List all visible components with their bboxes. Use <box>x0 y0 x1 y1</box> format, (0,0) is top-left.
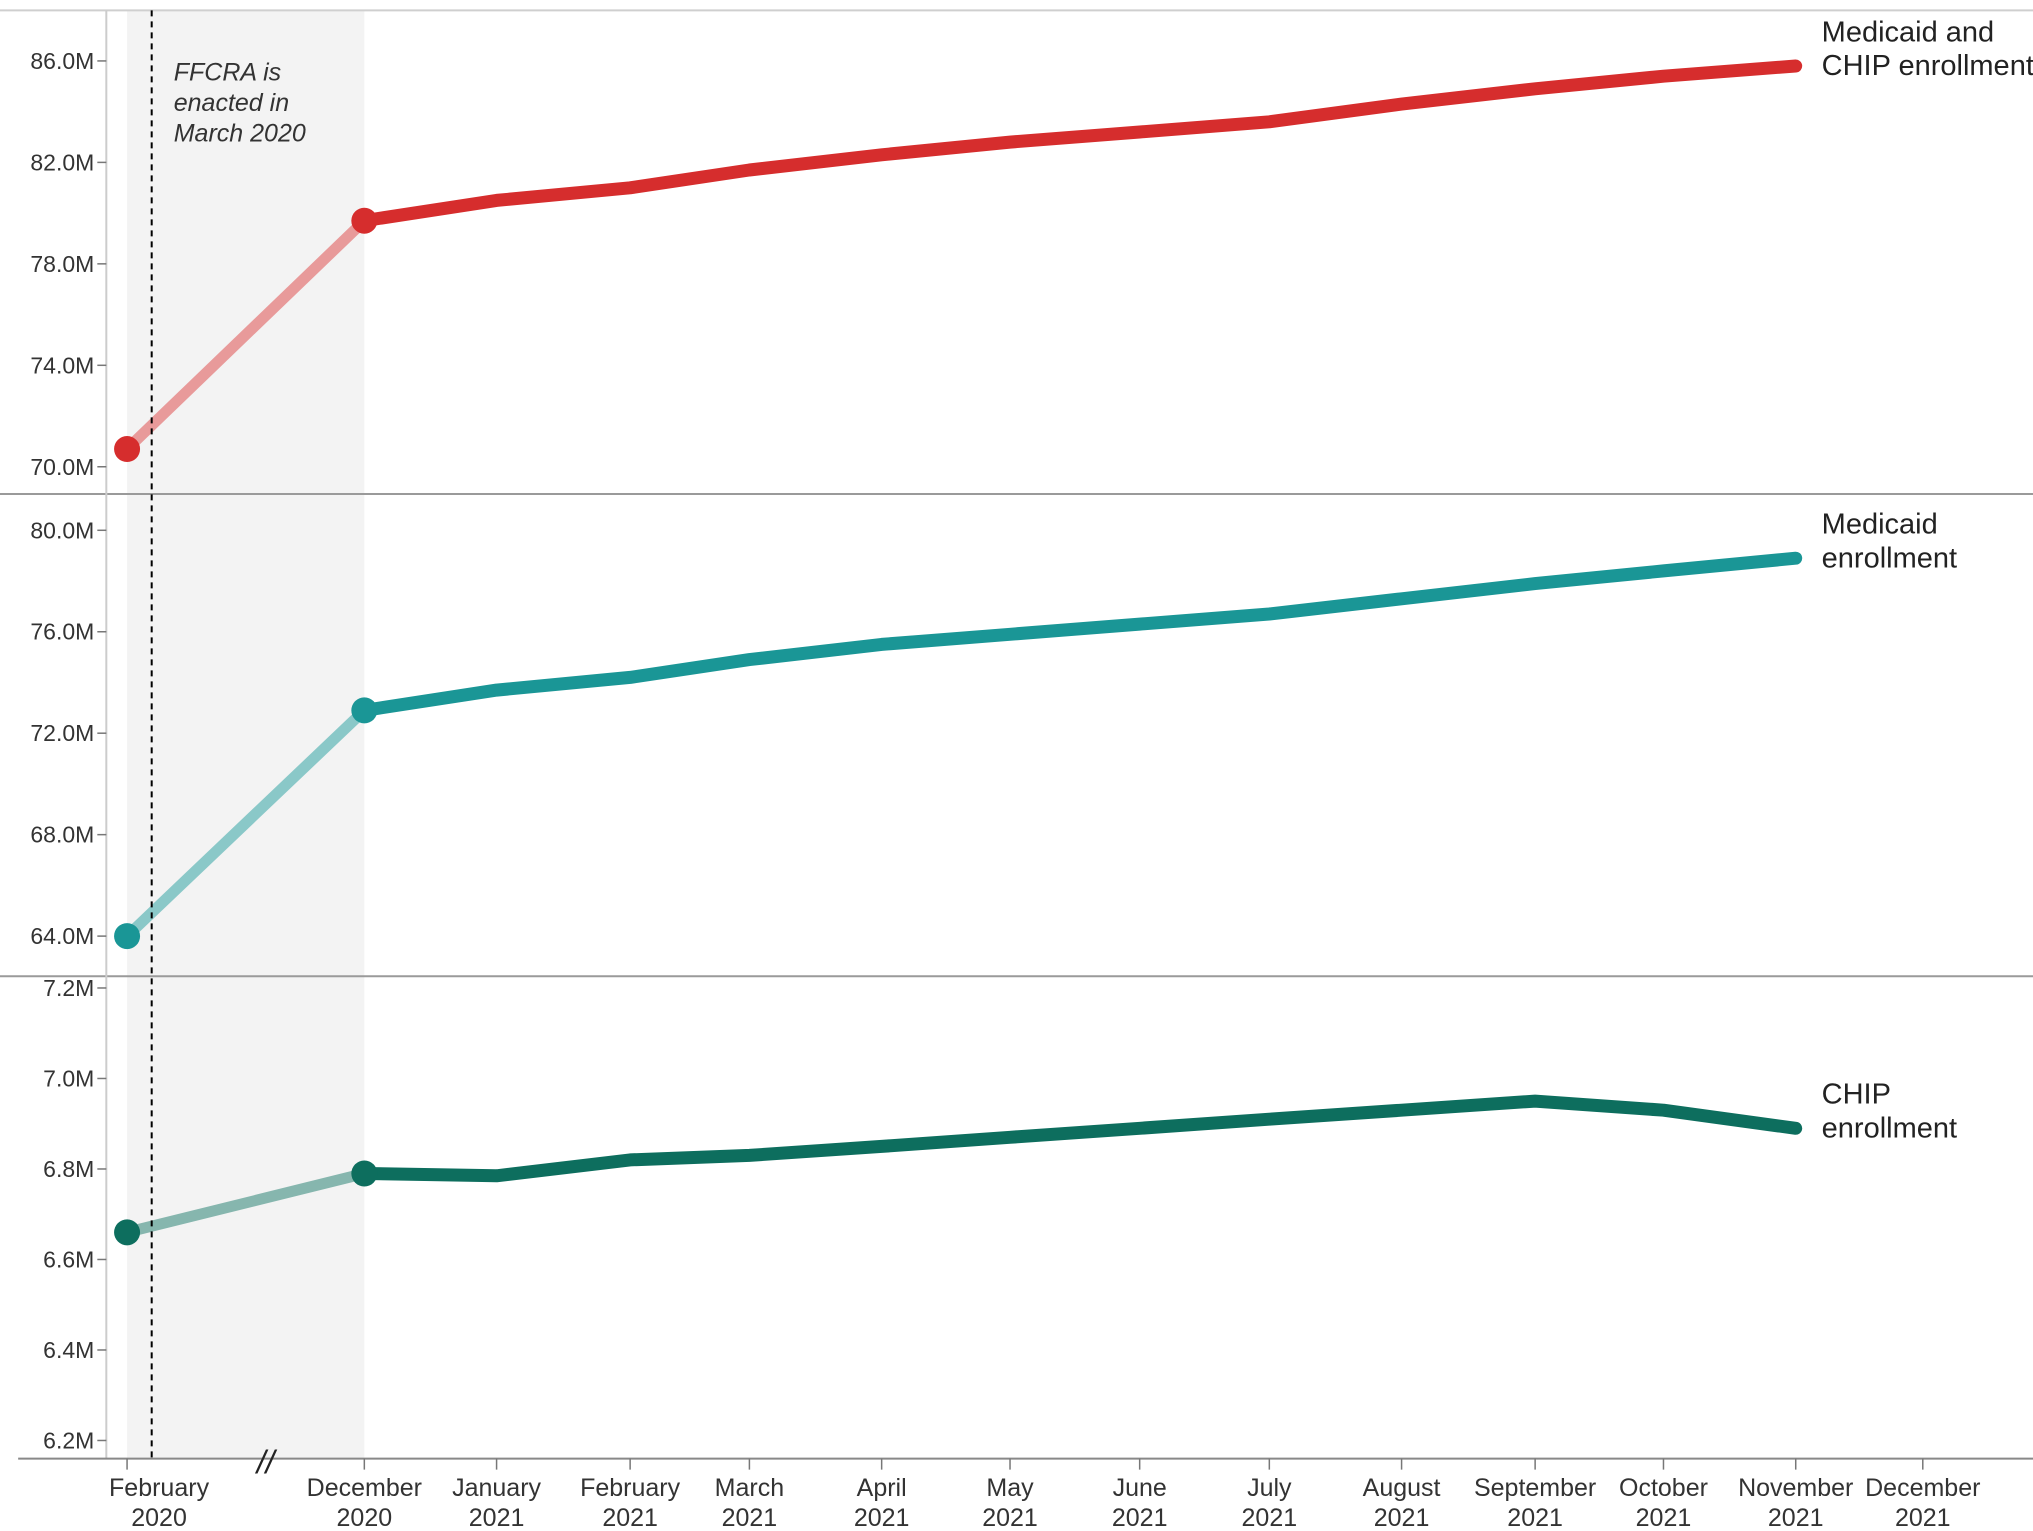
x-tick-label-month: March <box>715 1474 784 1502</box>
x-tick-label-month: November <box>1738 1474 1853 1502</box>
x-tick-label-month: December <box>307 1474 422 1502</box>
annotation-line: FFCRA is <box>174 58 281 86</box>
y-tick-label: 7.0M <box>43 1065 94 1091</box>
y-tick-label: 80.0M <box>30 517 94 543</box>
x-tick-label-month: December <box>1865 1474 1980 1502</box>
x-tick-label-month: July <box>1247 1474 1292 1502</box>
ffcra-shaded-region <box>127 10 365 1459</box>
x-tick-label-month: February <box>109 1474 210 1502</box>
y-tick-label: 74.0M <box>30 352 94 378</box>
y-tick-label: 6.6M <box>43 1246 94 1272</box>
medicaid-series-label: enrollment <box>1822 542 1957 574</box>
annotation-line: enacted in <box>174 89 289 117</box>
chip-series-line <box>357 1094 1803 1183</box>
y-tick-label: 70.0M <box>30 454 94 480</box>
x-tick-label-year: 2021 <box>1768 1504 1824 1531</box>
x-tick-label-year: 2021 <box>469 1504 525 1531</box>
y-tick-label: 68.0M <box>30 822 94 848</box>
y-tick-label: 72.0M <box>30 720 94 746</box>
x-tick-label-month: September <box>1474 1474 1596 1502</box>
total-point-feb-2020 <box>114 436 141 463</box>
chip-series-label: enrollment <box>1822 1112 1957 1144</box>
annotation-line: March 2020 <box>174 119 306 147</box>
x-tick-label-year: 2021 <box>1895 1504 1951 1531</box>
x-tick-label-year: 2021 <box>722 1504 778 1531</box>
x-tick-label-year: 2021 <box>1507 1504 1563 1531</box>
x-tick-label-year: 2021 <box>1636 1504 1692 1531</box>
medicaid-point-dec-2020 <box>351 697 378 724</box>
y-tick-label: 6.8M <box>43 1156 94 1182</box>
total-series-gap-segment <box>121 215 370 455</box>
y-tick-label: 78.0M <box>30 251 94 277</box>
total-series-label: Medicaid and <box>1822 16 1995 48</box>
ffcra-annotation: FFCRA is enacted in March 2020 <box>174 58 306 147</box>
axis-break-marker: // <box>255 1444 278 1480</box>
y-tick-label: 6.2M <box>43 1427 94 1453</box>
total-series-label: CHIP enrollment <box>1822 50 2033 82</box>
total-point-dec-2020 <box>351 207 378 234</box>
y-tick-label: 64.0M <box>30 923 94 949</box>
x-tick-label-month: January <box>452 1474 541 1502</box>
medicaid-series-label: Medicaid <box>1822 509 1938 541</box>
y-tick-label: 82.0M <box>30 149 94 175</box>
chip-point-dec-2020 <box>351 1160 378 1187</box>
x-tick-label-year: 2020 <box>131 1504 187 1531</box>
x-tick-label-month: October <box>1619 1474 1708 1502</box>
x-tick-label-month: February <box>580 1474 681 1502</box>
series-lines <box>114 59 1803 1246</box>
y-tick-label: 76.0M <box>30 619 94 645</box>
x-tick-label-year: 2021 <box>1374 1504 1430 1531</box>
y-tick-label: 86.0M <box>30 48 94 74</box>
medicaid-series-gap-segment <box>121 704 370 942</box>
axes: 86.0M 82.0M 78.0M 74.0M 70.0M 80.0M 76.0M 72.0M… <box>18 10 2033 1531</box>
chip-point-feb-2020 <box>114 1219 141 1246</box>
panel-frames <box>0 9 2033 978</box>
x-tick-label-year: 2021 <box>1112 1504 1168 1531</box>
x-tick-label-year: 2021 <box>982 1504 1038 1531</box>
x-tick-label-month: May <box>986 1474 1034 1502</box>
x-tick-label-year: 2021 <box>602 1504 658 1531</box>
chip-series-gap-segment <box>121 1168 370 1238</box>
y-tick-label: 6.4M <box>43 1337 94 1363</box>
x-tick-label-year: 2021 <box>854 1504 910 1531</box>
x-tick-label-year: 2021 <box>1242 1504 1298 1531</box>
medicaid-series-line <box>357 551 1803 717</box>
x-tick-label-month: August <box>1363 1474 1441 1502</box>
medicaid-point-feb-2020 <box>114 923 141 950</box>
x-tick-label-month: June <box>1113 1474 1167 1502</box>
x-tick-label-month: April <box>857 1474 907 1502</box>
total-series-line <box>357 59 1803 228</box>
x-tick-label-year: 2020 <box>337 1504 393 1531</box>
chip-series-label: CHIP <box>1822 1079 1891 1111</box>
y-tick-label: 7.2M <box>43 975 94 1001</box>
